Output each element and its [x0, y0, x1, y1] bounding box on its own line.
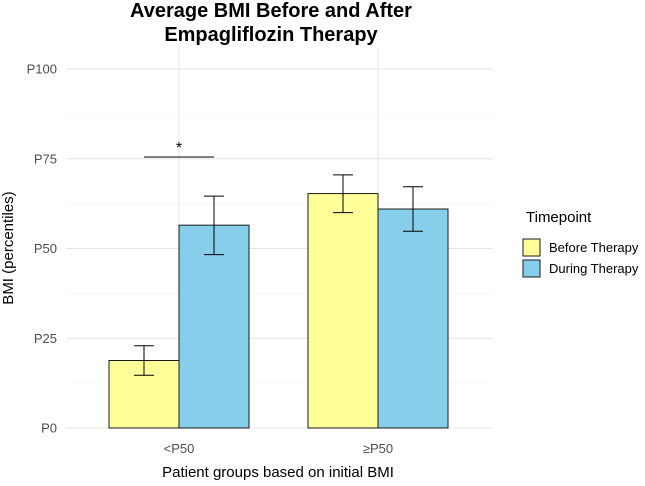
chart-title-line-2: Empagliflozin Therapy [164, 24, 378, 46]
x-tick-label: <P50 [164, 441, 195, 456]
bars-layer [108, 193, 449, 429]
y-axis-title: BMI (percentiles) [0, 191, 17, 304]
bar-0-1 [307, 193, 379, 429]
x-tick-label: ≥P50 [363, 441, 393, 456]
bar-1-1 [377, 208, 449, 429]
y-tick-label: P25 [34, 331, 57, 346]
legend-key-0 [522, 238, 541, 257]
chart-title-line-1: Average BMI Before and After [130, 0, 412, 22]
legend-key-1 [522, 259, 541, 278]
significance-label: * [176, 140, 182, 157]
errorbars-layer [134, 174, 423, 376]
y-tick-labels: P0 P25 P50 P75 P100 [27, 62, 57, 436]
y-tick-label: P75 [34, 151, 57, 166]
significance-layer: * [144, 140, 214, 158]
legend-label-0: Before Therapy [549, 240, 639, 255]
y-tick-label: P0 [41, 421, 57, 436]
y-tick-label: P100 [27, 62, 57, 77]
legend-title: Timepoint [526, 209, 592, 226]
x-axis-title: Patient groups based on initial BMI [162, 464, 394, 481]
legend-label-1: During Therapy [549, 261, 639, 276]
legend: Timepoint Before Therapy During Therapy [522, 209, 639, 278]
y-tick-label: P50 [34, 241, 57, 256]
x-tick-labels: <P50 ≥P50 [164, 441, 394, 456]
bar-1-0 [178, 224, 250, 429]
